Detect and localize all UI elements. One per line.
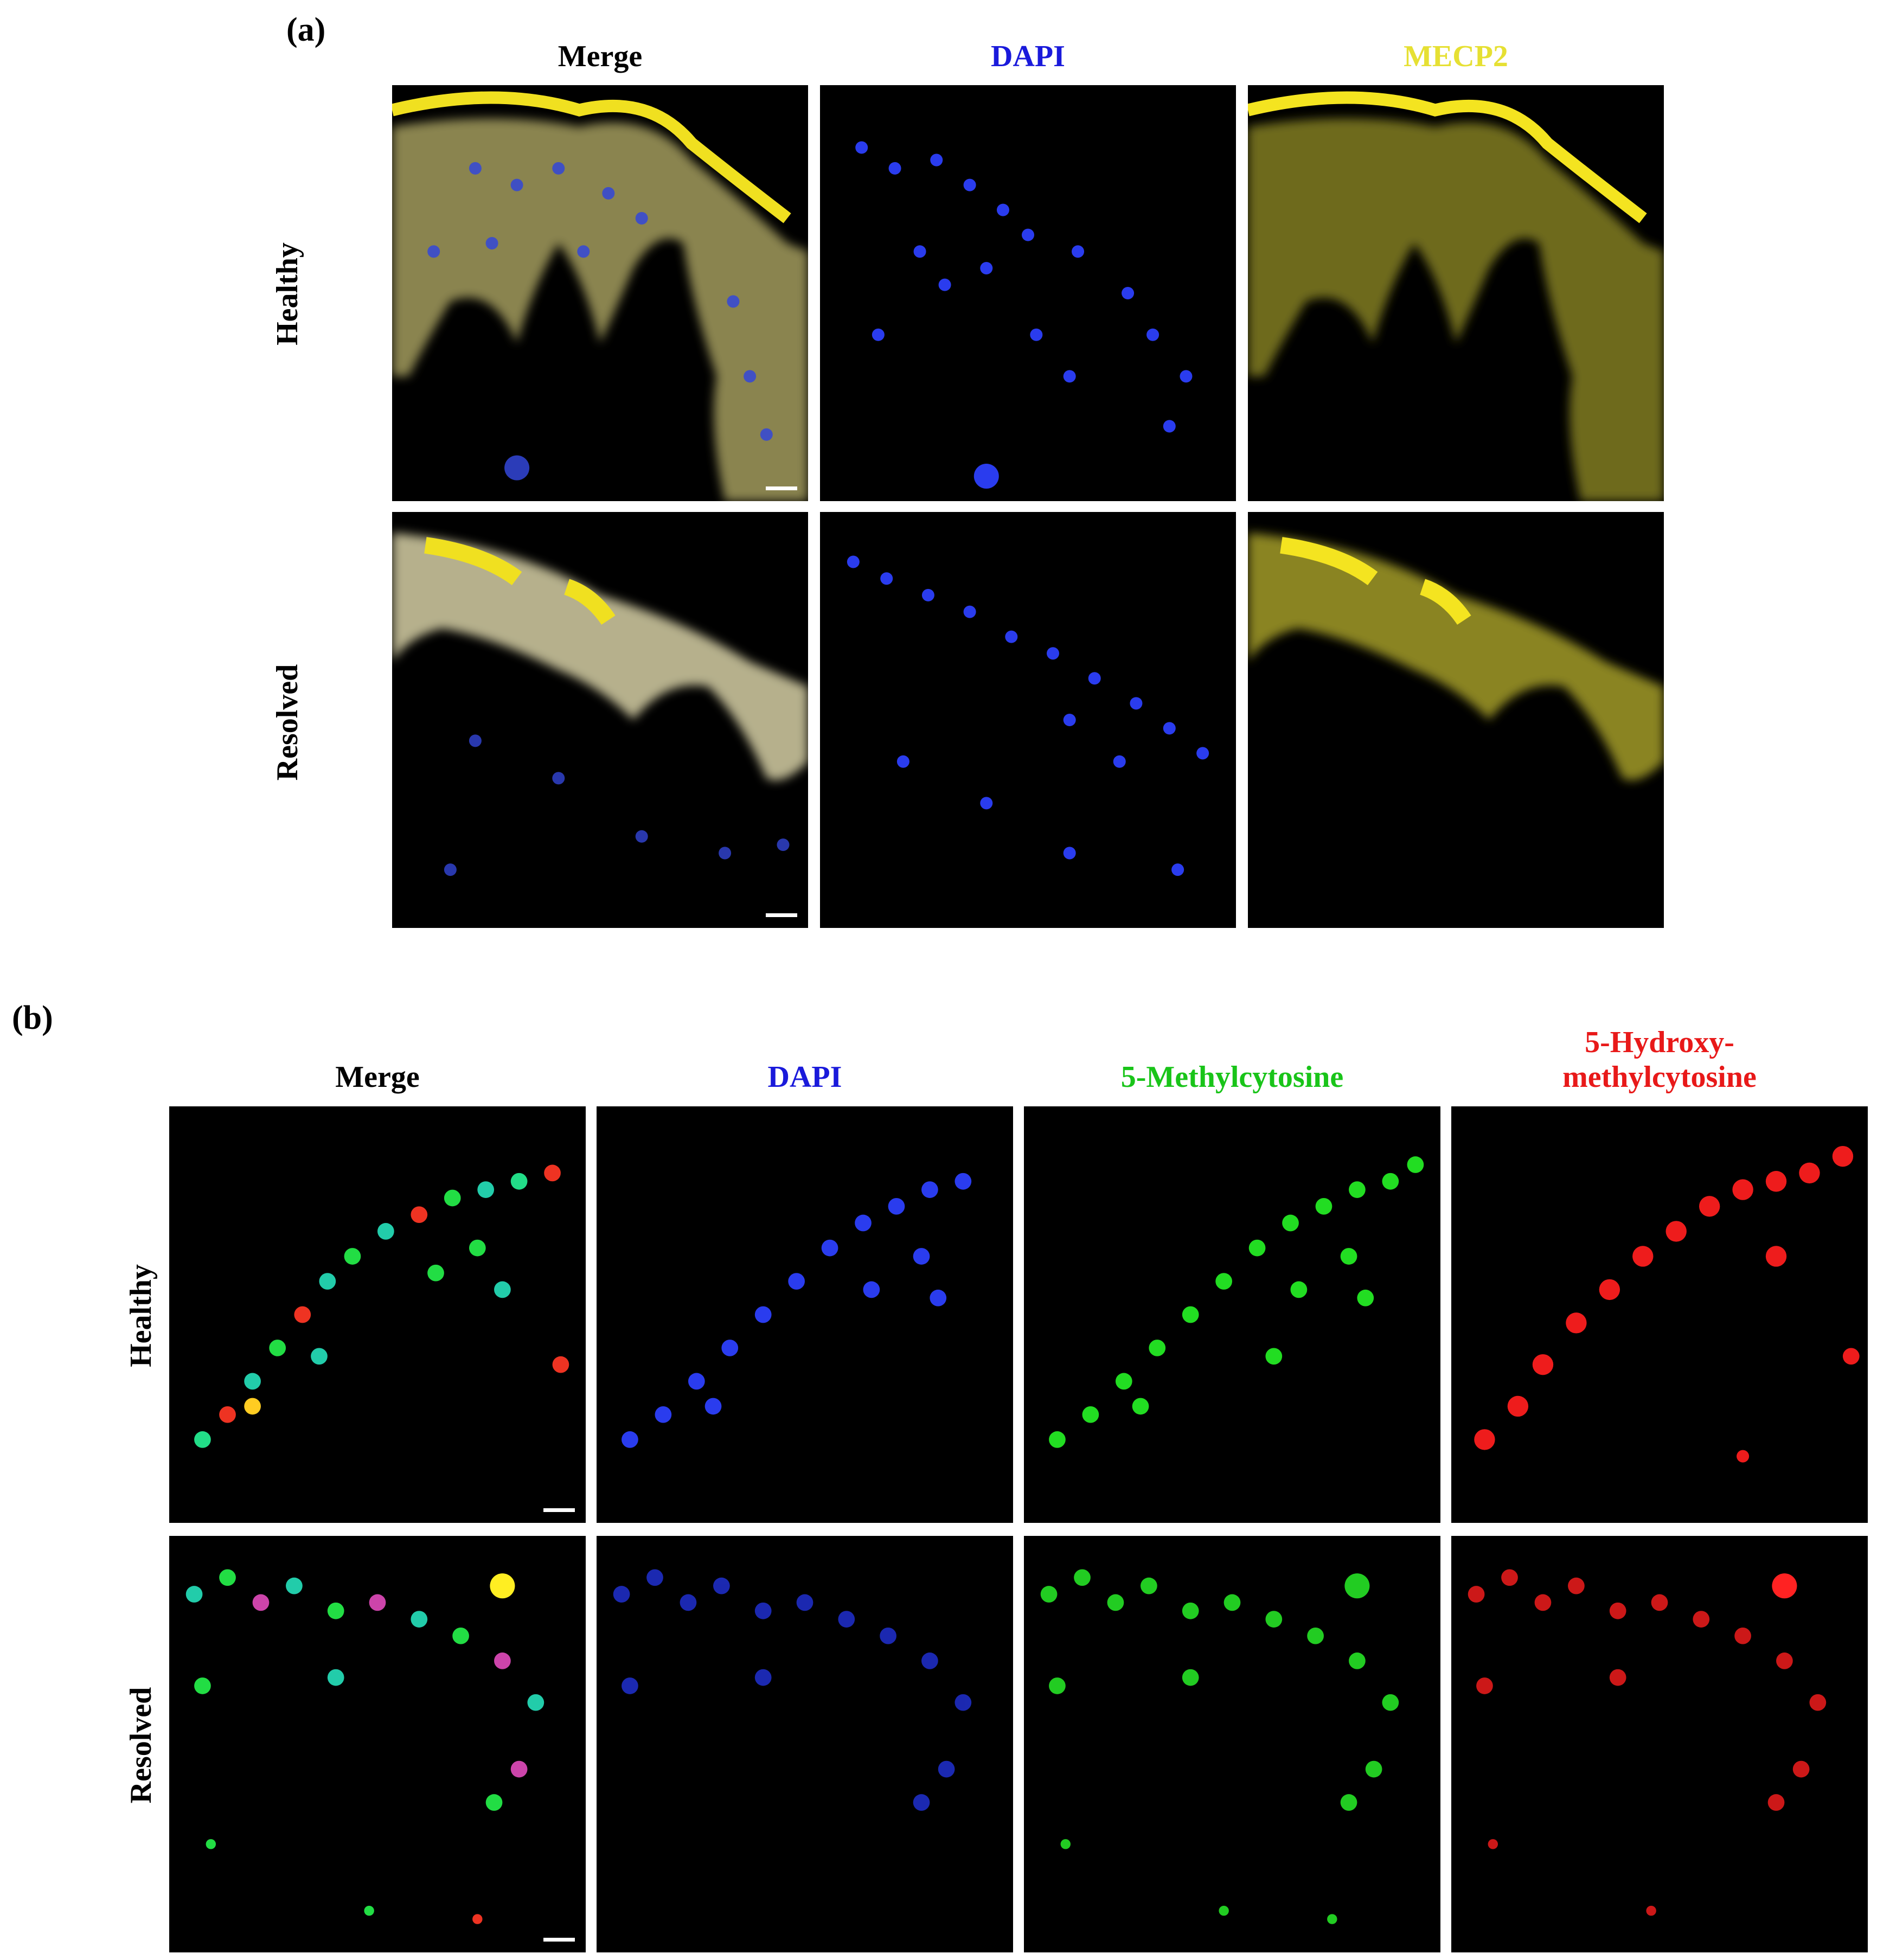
panel-b-healthy-merge-image (169, 1106, 586, 1523)
panel-b-column-4-line1: 5-Hydroxy- (1585, 1026, 1734, 1059)
panel-a-letter: (a) (286, 11, 326, 48)
panel-b-resolved-5hmc-image (1451, 1536, 1868, 1952)
panel-b-healthy-dapi-image (597, 1106, 1013, 1523)
panel-a-column-mecp2: MECP2 (1404, 40, 1508, 73)
panel-b-healthy-5mc-image (1024, 1106, 1440, 1523)
panel-b-column-5-hydroxymethylcytosine: 5-Hydroxy- methylcytosine (1451, 1025, 1868, 1095)
panel-a-row-healthy: Healthy (271, 242, 304, 345)
panel-b-column-4-line2: methylcytosine (1562, 1060, 1757, 1094)
scale-bar (766, 486, 797, 490)
panel-a-row-resolved: Resolved (271, 664, 304, 781)
panel-a-resolved-dapi-image (820, 512, 1236, 928)
panel-b-resolved-5mc-image (1024, 1536, 1440, 1952)
panel-b-column-5-methylcytosine: 5-Methylcytosine (1120, 1060, 1344, 1094)
panel-a-healthy-mecp2-image (1248, 85, 1664, 501)
panel-b-row-healthy: Healthy (124, 1264, 158, 1367)
panel-b-resolved-merge-image (169, 1536, 586, 1952)
panel-a-healthy-merge-image (392, 85, 808, 501)
panel-a-resolved-mecp2-image (1248, 512, 1664, 928)
scale-bar (543, 1508, 575, 1512)
panel-b-column-dapi: DAPI (767, 1060, 842, 1094)
panel-a-healthy-dapi-image (820, 85, 1236, 501)
panel-b-resolved-dapi-image (597, 1536, 1013, 1952)
panel-b-healthy-5hmc-image (1451, 1106, 1868, 1523)
scale-bar (543, 1938, 575, 1942)
panel-b-row-resolved: Resolved (124, 1687, 158, 1804)
scale-bar (766, 913, 797, 917)
panel-a-resolved-merge-image (392, 512, 808, 928)
panel-b-letter: (b) (12, 1000, 53, 1036)
panel-a-column-dapi: DAPI (991, 40, 1065, 73)
panel-b-column-merge: Merge (335, 1060, 420, 1094)
panel-a-column-merge: Merge (558, 40, 643, 73)
